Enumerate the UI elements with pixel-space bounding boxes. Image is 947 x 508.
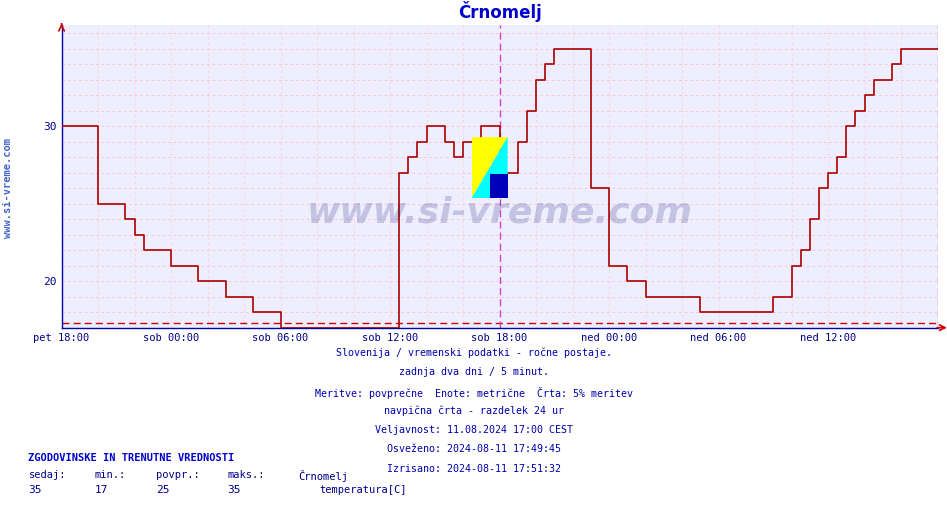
Text: 35: 35 [28,485,42,495]
Text: temperatura[C]: temperatura[C] [319,485,406,495]
Text: min.:: min.: [95,470,126,480]
Text: maks.:: maks.: [227,470,265,480]
Title: Črnomelj: Črnomelj [457,2,542,22]
Polygon shape [472,137,508,198]
Text: Slovenija / vremenski podatki - ročne postaje.: Slovenija / vremenski podatki - ročne po… [335,348,612,359]
Text: ZGODOVINSKE IN TRENUTNE VREDNOSTI: ZGODOVINSKE IN TRENUTNE VREDNOSTI [28,453,235,463]
Text: povpr.:: povpr.: [156,470,200,480]
Polygon shape [472,137,508,198]
Text: 35: 35 [227,485,241,495]
Text: zadnja dva dni / 5 minut.: zadnja dva dni / 5 minut. [399,367,548,377]
Text: Veljavnost: 11.08.2024 17:00 CEST: Veljavnost: 11.08.2024 17:00 CEST [374,425,573,435]
Text: Črnomelj: Črnomelj [298,470,348,482]
Text: 17: 17 [95,485,108,495]
Text: Osveženo: 2024-08-11 17:49:45: Osveženo: 2024-08-11 17:49:45 [386,444,561,455]
Text: 25: 25 [156,485,170,495]
Text: www.si-vreme.com: www.si-vreme.com [3,138,12,238]
Text: navpična črta - razdelek 24 ur: navpična črta - razdelek 24 ur [384,406,563,417]
Polygon shape [490,174,508,198]
Text: sedaj:: sedaj: [28,470,66,480]
Text: Izrisano: 2024-08-11 17:51:32: Izrisano: 2024-08-11 17:51:32 [386,464,561,474]
Text: Meritve: povprečne  Enote: metrične  Črta: 5% meritev: Meritve: povprečne Enote: metrične Črta:… [314,387,633,399]
Text: www.si-vreme.com: www.si-vreme.com [307,196,692,230]
